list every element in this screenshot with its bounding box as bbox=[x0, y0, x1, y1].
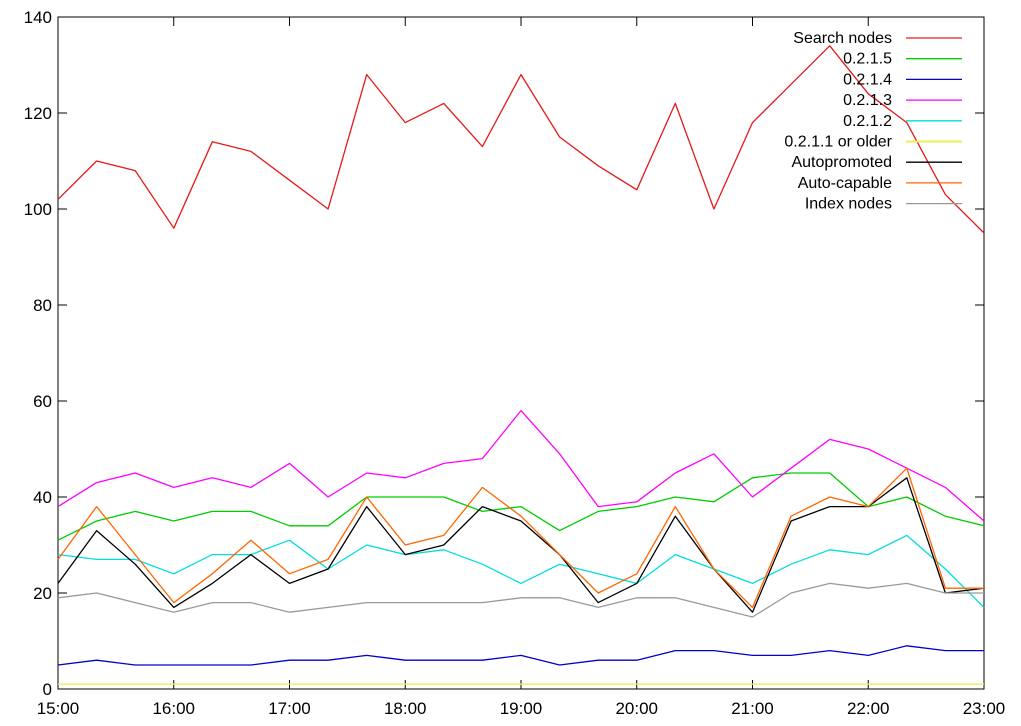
x-tick-label: 19:00 bbox=[500, 699, 543, 718]
x-tick-label: 20:00 bbox=[615, 699, 658, 718]
legend-label: 0.2.1.5 bbox=[843, 51, 892, 68]
series-line-index-nodes bbox=[57, 582, 984, 618]
series-line-autopromoted bbox=[57, 477, 985, 613]
series-group bbox=[57, 45, 985, 685]
x-tick-label: 21:00 bbox=[731, 699, 774, 718]
legend-label: Auto-capable bbox=[798, 175, 892, 192]
y-tick-label: 100 bbox=[24, 200, 52, 219]
y-tick-label: 120 bbox=[24, 104, 52, 123]
series-line-search-nodes bbox=[57, 45, 985, 234]
y-tick-label: 80 bbox=[33, 296, 52, 315]
legend-label: 0.2.1.3 bbox=[843, 92, 892, 109]
legend: Search nodes 0.2.1.5 0.2.1.4 0.2.1.3 0.2.1.2… bbox=[784, 30, 962, 213]
y-tick-label: 60 bbox=[33, 392, 52, 411]
series-line-0-2-1-3 bbox=[57, 409, 985, 522]
axis-ticks: 0 20 40 60 80 100 120 140 15:00 16:00 17:00 18:00 19… bbox=[24, 8, 1006, 718]
series-line-0-2-1-5 bbox=[57, 472, 985, 541]
x-tick-label: 22:00 bbox=[847, 699, 890, 718]
legend-label: 0.2.1.2 bbox=[843, 113, 892, 130]
legend-label: Autopromoted bbox=[791, 154, 892, 171]
x-tick-label: 17:00 bbox=[268, 699, 311, 718]
x-tick-label: 18:00 bbox=[384, 699, 427, 718]
series-line-0-2-1-4 bbox=[57, 645, 984, 666]
legend-label: 0.2.1.4 bbox=[843, 71, 892, 88]
legend-label: 0.2.1.1 or older bbox=[784, 134, 892, 151]
series-line-0-2-1-2 bbox=[57, 534, 985, 608]
x-tick-label: 15:00 bbox=[37, 699, 80, 718]
x-tick-label: 16:00 bbox=[152, 699, 195, 718]
x-tick-label: 23:00 bbox=[963, 699, 1006, 718]
y-tick-label: 140 bbox=[24, 8, 52, 27]
y-tick-label: 0 bbox=[43, 680, 52, 699]
legend-label: Index nodes bbox=[805, 196, 892, 213]
legend-label: Search nodes bbox=[793, 30, 892, 47]
y-tick-label: 20 bbox=[33, 584, 52, 603]
y-tick-label: 40 bbox=[33, 488, 52, 507]
series-line-auto-capable bbox=[57, 467, 984, 609]
